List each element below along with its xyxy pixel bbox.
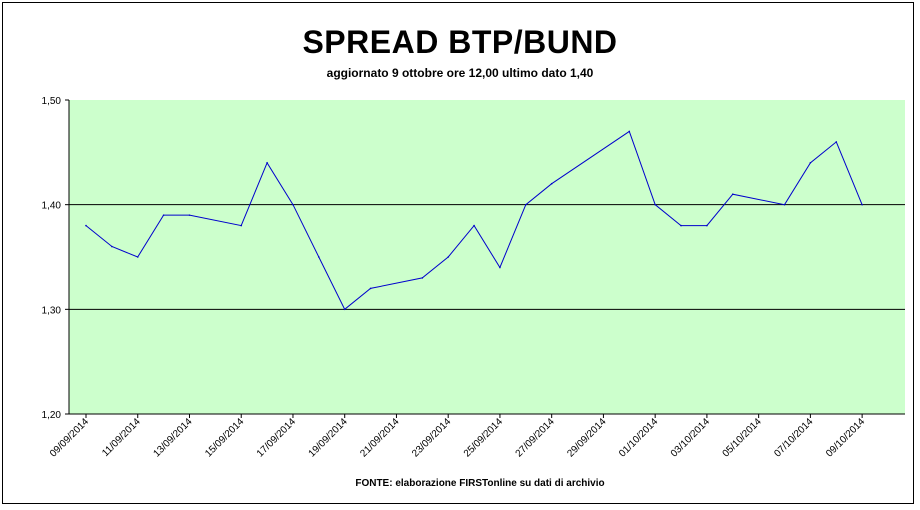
data-point: [706, 224, 708, 227]
x-tick-label: 27/09/2014: [514, 416, 557, 459]
x-tick-label: 29/09/2014: [565, 416, 608, 459]
y-tick-label: 1,40: [42, 201, 62, 212]
data-point: [369, 287, 372, 290]
x-tick-label: 23/09/2014: [410, 416, 453, 459]
x-tick-label: 15/09/2014: [203, 416, 246, 459]
x-tick-label: 21/09/2014: [358, 416, 401, 459]
chart-subtitle: aggiornato 9 ottobre ore 12,00 ultimo da…: [326, 66, 594, 80]
data-point: [292, 203, 294, 206]
data-point: [499, 266, 501, 269]
data-point: [136, 256, 139, 258]
data-point: [525, 203, 527, 206]
y-tick-label: 1,30: [42, 305, 62, 316]
x-tick-label: 03/10/2014: [669, 416, 712, 459]
data-point: [240, 224, 243, 227]
data-point: [162, 214, 165, 216]
data-point: [809, 162, 812, 164]
x-tick-label: 13/09/2014: [151, 416, 194, 459]
x-tick-label: 17/09/2014: [255, 416, 298, 459]
x-tick-label: 09/09/2014: [48, 416, 91, 459]
y-tick-label: 1,50: [42, 96, 62, 107]
data-point: [731, 193, 734, 195]
chart-title: SPREAD BTP/BUND: [302, 24, 618, 60]
data-point: [783, 203, 786, 206]
x-tick-label: 07/10/2014: [772, 416, 815, 459]
data-point: [85, 224, 87, 227]
data-point: [628, 130, 631, 133]
source-note: FONTE: elaborazione FIRSTonline su dati …: [355, 478, 605, 489]
data-point: [473, 224, 475, 227]
x-tick-label: 01/10/2014: [617, 416, 660, 459]
data-point: [835, 141, 838, 143]
x-tick-label: 09/10/2014: [824, 416, 867, 459]
data-point: [447, 256, 449, 258]
data-point: [188, 214, 191, 216]
x-tick-label: 25/09/2014: [462, 416, 505, 459]
data-point: [111, 245, 113, 248]
data-point: [266, 162, 268, 164]
x-tick-label: 11/09/2014: [100, 416, 143, 459]
x-tick-label: 19/09/2014: [307, 416, 350, 459]
data-point: [343, 308, 346, 311]
series-line: [85, 130, 863, 311]
y-tick-label: 1,20: [42, 410, 62, 421]
plot-area: [69, 100, 905, 414]
data-point: [421, 277, 424, 279]
data-point: [861, 203, 863, 206]
data-point: [318, 256, 320, 258]
data-point: [550, 182, 553, 185]
data-point: [680, 224, 682, 227]
x-tick-label: 05/10/2014: [721, 416, 764, 459]
data-point: [654, 203, 656, 206]
